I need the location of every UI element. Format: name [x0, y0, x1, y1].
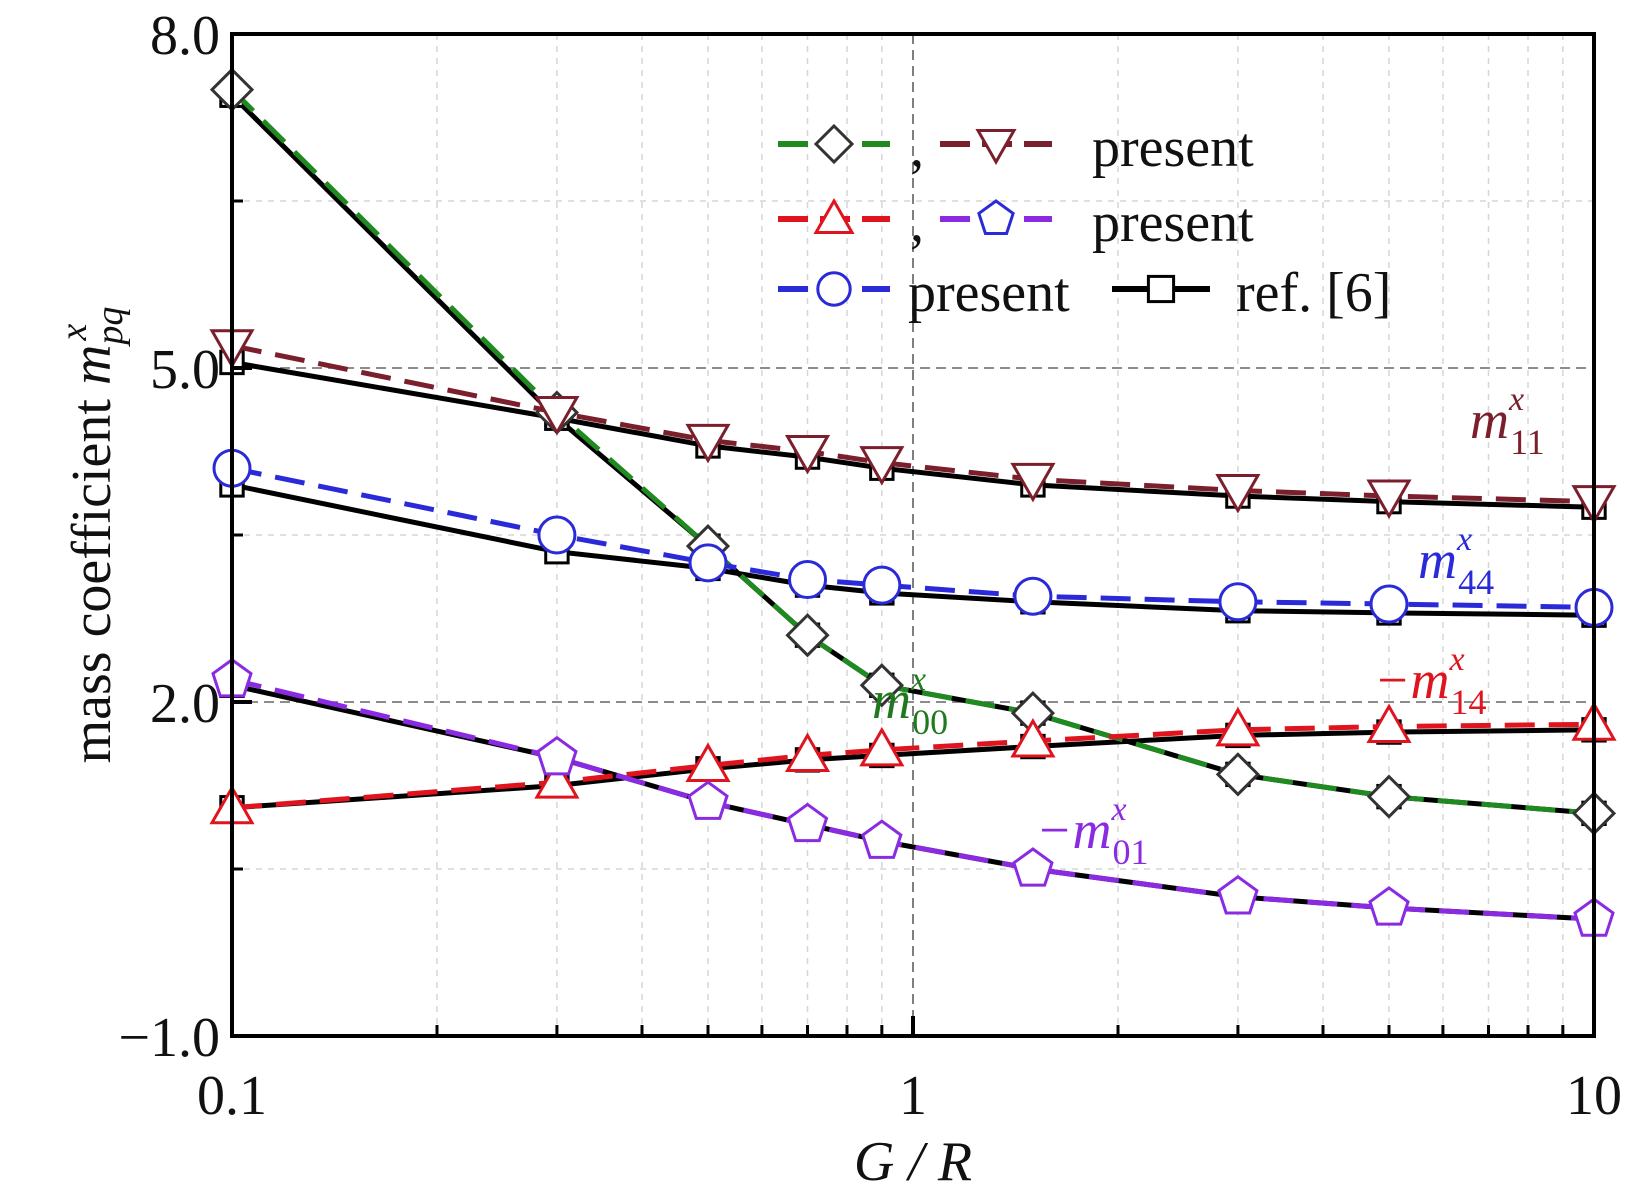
y-tick-label: 5.0: [150, 339, 220, 401]
series-m01-point: [786, 802, 829, 843]
annotation-sup: x: [1456, 521, 1472, 558]
annotation-var: m: [872, 670, 911, 730]
grid: [232, 34, 1594, 1036]
series-m01-point: [687, 780, 729, 820]
annotation-sup: x: [910, 661, 926, 698]
x-axis-title: G / R: [854, 1131, 972, 1191]
annotation-var: m: [1418, 530, 1457, 590]
legend-marker: [816, 271, 852, 307]
annotation-sup: x: [1110, 791, 1126, 828]
series-m11-point: [859, 446, 905, 486]
legend: , present, present present ref. [6]: [778, 117, 1391, 324]
series-m14-line: [231, 721, 1595, 811]
y-axis-title-sup: x: [53, 324, 95, 342]
legend-marker: [975, 129, 1017, 166]
y-tick-label: −1.0: [118, 1007, 220, 1069]
series-m11-point: [784, 435, 831, 475]
annotation-var: m: [1410, 650, 1449, 710]
annotation-sign: −: [1036, 800, 1072, 860]
series-m11-point: [1215, 473, 1261, 514]
annotation-sub: 00: [912, 702, 948, 742]
legend-label: present: [908, 262, 1070, 324]
series-m44-point: [1013, 576, 1053, 616]
series-m44-point: [1218, 582, 1258, 622]
series-m14-point: [534, 759, 580, 799]
annotation-m14: −mx 14: [1374, 641, 1487, 722]
series-m14-point: [784, 732, 831, 772]
series-m00-point: [1366, 774, 1412, 819]
annotation-sub: 44: [1458, 562, 1494, 602]
y-axis-title: mass coefficient mpqx: [53, 307, 131, 764]
series-m14-point: [1010, 717, 1056, 758]
series-m11-point: [685, 423, 731, 464]
legend-marker: [977, 199, 1015, 236]
y-axis-title-main: mass coefficient: [61, 385, 123, 763]
series-m44-point: [537, 515, 577, 555]
y-tick-label: 2.0: [150, 673, 220, 735]
annotation-m00: mx 00: [872, 661, 948, 742]
annotation-var: m: [1470, 390, 1509, 450]
legend-marker: [813, 197, 855, 234]
annotation-m11: mx 11: [1470, 381, 1545, 462]
annotation-sub: 14: [1451, 682, 1487, 722]
series-m14-point: [1366, 703, 1412, 743]
ticks: 0.1 1 10 −1.0 2.0 5.0 8.0: [118, 5, 1622, 1127]
x-tick-label: 0.1: [197, 1065, 267, 1127]
legend-label: present: [1092, 117, 1254, 179]
y-tick-label: 8.0: [150, 5, 220, 67]
series-m44-point: [788, 560, 828, 600]
series-m44-point: [688, 543, 728, 583]
x-tick-label: 1: [899, 1065, 927, 1127]
annotation-sub: 11: [1510, 422, 1545, 462]
series-m01-point: [1217, 874, 1259, 915]
annotation-sign: −: [1374, 650, 1410, 710]
series-m01-point: [536, 735, 578, 776]
legend-comma: ,: [910, 192, 924, 254]
x-tick-label: 10: [1566, 1065, 1622, 1127]
legend-marker: [1146, 274, 1176, 304]
annotation-m01: −mx 01: [1036, 791, 1149, 872]
annotation-var: m: [1072, 800, 1111, 860]
annotation-sup: x: [1508, 381, 1524, 418]
y-axis-title-var: m: [61, 345, 123, 385]
series-m01-point: [1368, 886, 1410, 926]
annotation-m44: mx 44: [1418, 521, 1494, 602]
series-m11-point: [534, 396, 580, 436]
series-m01-point: [1012, 847, 1054, 887]
series-m00-point: [859, 663, 904, 708]
series-m00-point: [785, 613, 830, 658]
annotation-sub: 01: [1113, 832, 1149, 872]
legend-comma: ,: [910, 117, 924, 179]
series-m11-point: [1366, 479, 1412, 520]
legend-label: ref. [6]: [1236, 262, 1391, 324]
series-m14-point: [1215, 706, 1261, 747]
series-m01-point: [861, 819, 903, 859]
annotation-sup: x: [1448, 641, 1464, 678]
series-m44-point: [862, 565, 902, 605]
legend-label: present: [1092, 192, 1254, 254]
series-m14-point: [859, 726, 905, 767]
legend-marker: [813, 123, 855, 165]
series-m00-point: [1215, 752, 1261, 797]
series-m44-point: [1369, 584, 1409, 624]
y-axis-title-sub: pq: [89, 307, 131, 348]
series-m11-point: [1010, 462, 1056, 503]
